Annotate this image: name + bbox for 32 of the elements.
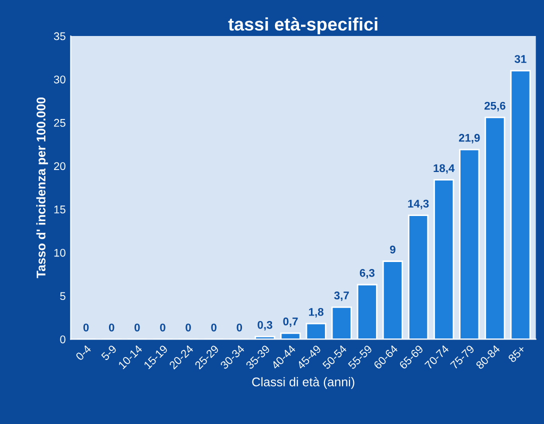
data-label: 21,9 [458, 134, 480, 144]
y-tick-label: 35 [54, 32, 66, 40]
y-tick-label: 15 [54, 206, 66, 214]
y-tick-label: 0 [60, 335, 66, 344]
y-tick-label: 20 [54, 162, 66, 170]
data-label: 0 [160, 324, 166, 332]
x-tick-label: 0-4 [75, 344, 92, 361]
data-label: 0,7 [283, 318, 298, 327]
data-label: 0 [134, 324, 140, 332]
data-label: 31 [514, 55, 526, 63]
data-label: 0 [83, 324, 89, 332]
data-label: 0 [236, 324, 242, 332]
x-axis-title: Classi di età (anni) [252, 377, 354, 389]
data-label: 0 [211, 324, 216, 332]
data-label: 1,8 [309, 308, 324, 318]
data-label: 6,3 [360, 269, 374, 278]
x-tick-label: 85+ [508, 344, 526, 363]
data-label: 0 [108, 324, 114, 332]
data-label: 25,6 [484, 102, 506, 112]
y-tick-label: 30 [54, 76, 66, 84]
data-label: 18,4 [434, 164, 455, 174]
data-label: 0,3 [258, 320, 272, 330]
chart-title: tassi età-specifici [228, 17, 378, 34]
data-label: 9 [390, 246, 396, 254]
data-label: 14,3 [408, 200, 429, 210]
data-label: 0 [186, 324, 191, 332]
y-tick-label: 5 [60, 292, 66, 300]
x-tick-label: 5-9 [100, 344, 118, 361]
y-tick-label: 25 [54, 118, 66, 127]
y-axis-title: Tasso d' incidenza per 100.000 [36, 97, 48, 278]
y-tick-label: 10 [54, 248, 66, 257]
data-label: 3,7 [334, 292, 349, 302]
